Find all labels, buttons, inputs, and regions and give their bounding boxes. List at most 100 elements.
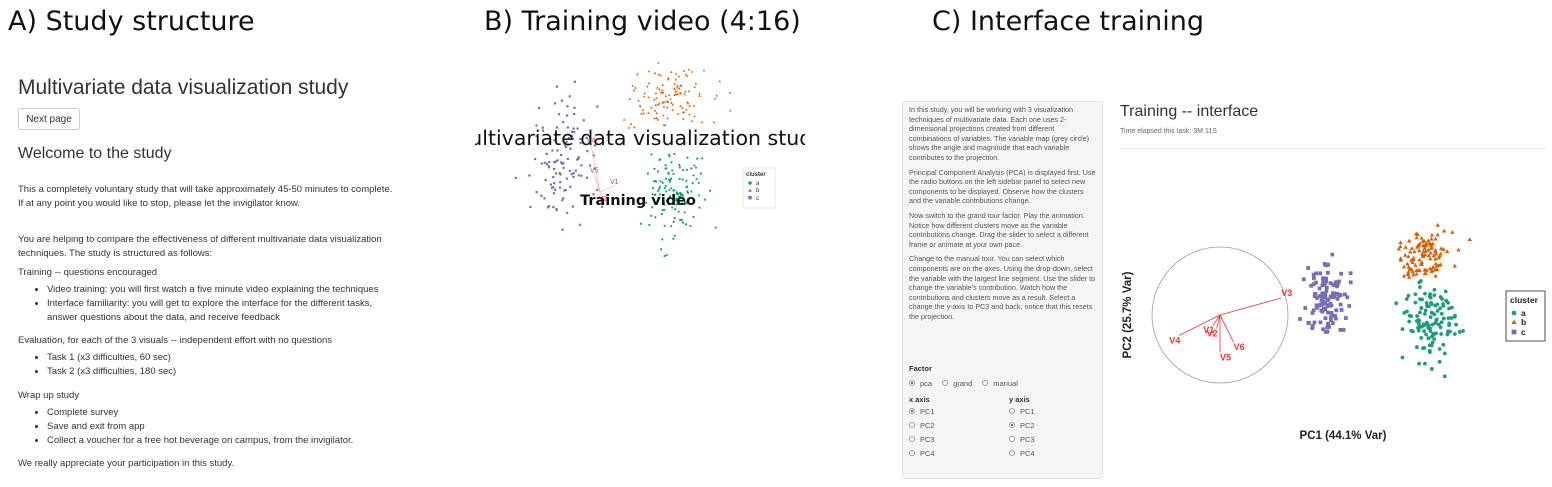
video-point-b <box>670 101 673 104</box>
video-point-c <box>559 153 563 157</box>
video-point-b <box>632 125 636 129</box>
video-point-c <box>543 161 546 164</box>
pca-point-a <box>1411 329 1415 334</box>
video-point-a <box>683 211 686 214</box>
video-point-a <box>686 156 689 159</box>
x-radio-pc1[interactable]: PC1 <box>909 404 935 418</box>
training-item: Interface familiarity: you will get to e… <box>47 297 403 325</box>
video-point-b <box>627 126 631 129</box>
pca-axis-label-V2: V2 <box>1207 329 1218 339</box>
pca-point-c <box>1339 308 1344 312</box>
video-point-b <box>666 77 670 81</box>
video-point-c <box>544 178 547 182</box>
video-point-a <box>656 200 660 203</box>
video-point-a <box>699 172 703 175</box>
y-radio-pc3[interactable]: PC3 <box>1009 432 1035 446</box>
video-point-b <box>702 69 706 72</box>
pca-point-a <box>1440 297 1445 301</box>
pca-point-a <box>1441 342 1446 347</box>
video-point-a <box>681 178 684 181</box>
video-point-c <box>550 186 554 189</box>
pca-point-c <box>1301 277 1306 282</box>
pca-point-a <box>1404 297 1409 301</box>
pca-point-b <box>1408 249 1413 254</box>
radio-icon <box>1009 408 1015 414</box>
video-point-a <box>677 199 680 203</box>
variable-map-circle <box>1151 246 1289 384</box>
x-radio-pc2[interactable]: PC2 <box>909 418 935 432</box>
pca-point-a <box>1422 345 1427 350</box>
video-point-c <box>568 95 571 98</box>
factor-label: Factor <box>909 364 932 373</box>
video-point-c <box>556 149 559 152</box>
video-point-b <box>681 117 685 120</box>
panel-title-b: B) Training video (4:16) <box>484 6 801 37</box>
video-point-a <box>668 180 671 183</box>
legend-label-b: b <box>1521 317 1526 327</box>
pca-point-c <box>1345 295 1350 300</box>
radio-icon <box>1009 422 1015 428</box>
pca-point-a <box>1444 298 1449 303</box>
pca-point-a <box>1429 302 1434 306</box>
video-point-b <box>666 117 669 120</box>
x-radio-pc3[interactable]: PC3 <box>909 432 935 446</box>
pca-point-a <box>1424 301 1429 305</box>
video-point-b <box>631 84 634 87</box>
factor-radio-manual[interactable]: manual <box>982 376 1018 390</box>
pca-point-b <box>1433 249 1438 254</box>
video-point-a <box>671 206 674 209</box>
video-point-b <box>680 84 683 87</box>
video-point-a <box>668 188 671 192</box>
video-point-b <box>666 106 669 109</box>
y-radio-pc4[interactable]: PC4 <box>1009 446 1035 460</box>
wrapup-section: Wrap up study Complete survey Save and e… <box>18 389 403 448</box>
video-point-c <box>573 80 576 83</box>
pca-point-b <box>1428 246 1434 250</box>
pca-point-b <box>1426 238 1431 243</box>
video-point-c <box>535 135 538 138</box>
pca-point-a <box>1438 325 1443 330</box>
pca-point-b <box>1423 241 1429 246</box>
video-point-b <box>678 87 681 90</box>
video-point-a <box>680 202 684 205</box>
factor-radio-grand[interactable]: grand <box>942 376 972 390</box>
video-point-a <box>658 158 661 161</box>
pca-point-a <box>1449 305 1454 310</box>
y-radio-pc1[interactable]: PC1 <box>1009 404 1035 418</box>
pca-point-b <box>1406 254 1411 259</box>
pca-point-a <box>1427 304 1431 309</box>
pca-point-a <box>1439 320 1444 325</box>
pca-point-c <box>1324 285 1329 290</box>
thanks-text: We really appreciate your participation … <box>18 458 235 469</box>
intro-text: This a completely voluntary study that w… <box>18 184 393 209</box>
pca-point-c <box>1322 306 1326 311</box>
video-point-a <box>657 189 660 193</box>
video-point-a <box>658 187 661 190</box>
pca-point-b <box>1456 247 1461 252</box>
video-point-b <box>698 94 701 97</box>
video-point-c <box>579 142 582 145</box>
radio-label: PC2 <box>920 420 935 430</box>
video-point-a <box>692 174 695 177</box>
next-page-button[interactable]: Next page <box>18 108 80 130</box>
y-radio-pc2[interactable]: PC2 <box>1009 418 1035 432</box>
pca-point-b <box>1433 236 1438 241</box>
pca-axis-V2 <box>1216 314 1221 329</box>
pca-point-a <box>1423 291 1427 296</box>
video-point-c <box>562 120 565 124</box>
factor-radio-pca[interactable]: pca <box>909 376 932 390</box>
video-point-a <box>703 198 706 201</box>
video-point-b <box>655 111 658 115</box>
video-point-c <box>540 194 543 197</box>
training-video[interactable]: V4 V5 V1 V2 cluster a b c Multivariate data… <box>452 56 824 277</box>
welcome-heading: Welcome to the study <box>18 145 172 162</box>
pca-point-a <box>1430 322 1435 327</box>
pca-axis-V4 <box>1179 314 1221 336</box>
pca-point-b <box>1406 270 1411 274</box>
x-radio-pc4[interactable]: PC4 <box>909 446 935 460</box>
video-point-b <box>684 90 687 93</box>
video-point-b <box>659 74 662 77</box>
video-point-a <box>667 171 670 174</box>
video-point-a <box>663 224 666 227</box>
video-point-b <box>679 92 683 95</box>
